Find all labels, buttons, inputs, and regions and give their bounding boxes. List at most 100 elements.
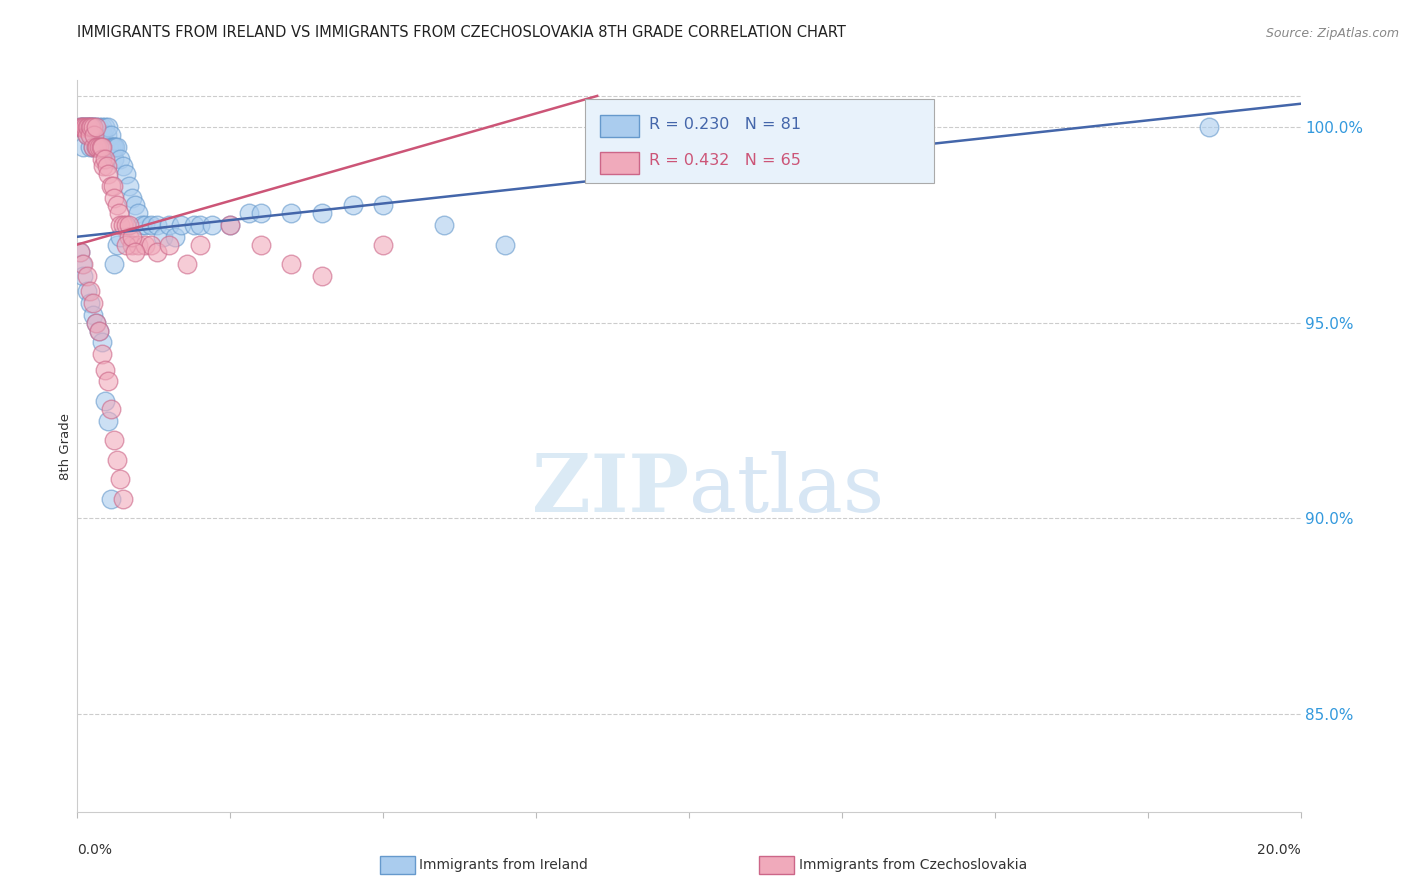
Point — [112, 491, 135, 506]
Point — [79, 296, 101, 310]
Point — [97, 375, 120, 389]
Point — [79, 285, 101, 299]
Text: 20.0%: 20.0% — [1257, 843, 1301, 857]
Point — [124, 245, 146, 260]
Point — [157, 218, 180, 232]
Point — [105, 237, 128, 252]
Point — [188, 237, 211, 252]
Point — [105, 198, 128, 212]
Point — [79, 140, 101, 154]
Point — [170, 218, 193, 232]
Point — [72, 140, 94, 154]
Point — [139, 237, 162, 252]
Point — [84, 316, 107, 330]
Point — [105, 452, 128, 467]
Point — [121, 229, 143, 244]
Point — [72, 268, 94, 283]
Point — [84, 140, 107, 154]
Point — [97, 413, 120, 427]
Point — [69, 245, 91, 260]
Point — [69, 120, 91, 135]
Text: 0.0%: 0.0% — [77, 843, 112, 857]
Point — [84, 120, 107, 135]
Point — [72, 120, 94, 135]
Point — [76, 120, 98, 135]
Point — [72, 257, 94, 271]
Point — [83, 128, 105, 142]
Point — [87, 324, 110, 338]
Point — [82, 120, 104, 135]
Point — [100, 401, 122, 416]
Point — [101, 140, 124, 154]
Point — [165, 229, 187, 244]
Point — [219, 218, 242, 232]
Point — [80, 128, 103, 142]
Point — [108, 218, 131, 232]
Point — [72, 120, 94, 135]
Point — [112, 218, 135, 232]
Point — [118, 229, 141, 244]
Point — [84, 316, 107, 330]
Point — [90, 120, 112, 135]
Point — [115, 167, 138, 181]
Point — [69, 120, 91, 135]
Text: IMMIGRANTS FROM IRELAND VS IMMIGRANTS FROM CZECHOSLOVAKIA 8TH GRADE CORRELATION : IMMIGRANTS FROM IRELAND VS IMMIGRANTS FR… — [77, 25, 846, 40]
Point — [77, 120, 100, 135]
Text: Immigrants from Czechoslovakia: Immigrants from Czechoslovakia — [799, 858, 1026, 872]
Point — [115, 218, 138, 232]
Point — [250, 206, 273, 220]
Point — [280, 257, 302, 271]
Point — [104, 140, 127, 154]
Point — [219, 218, 242, 232]
Point — [121, 191, 143, 205]
Point — [103, 140, 125, 154]
Text: Source: ZipAtlas.com: Source: ZipAtlas.com — [1265, 27, 1399, 40]
Point — [100, 140, 122, 154]
Point — [70, 120, 93, 135]
Point — [76, 285, 98, 299]
Point — [100, 491, 122, 506]
Point — [82, 140, 104, 154]
Point — [1198, 120, 1220, 135]
Point — [82, 296, 104, 310]
Point — [84, 120, 107, 135]
Point — [97, 120, 120, 135]
Point — [108, 472, 131, 486]
Point — [134, 218, 156, 232]
Point — [188, 218, 211, 232]
Point — [96, 128, 118, 142]
Point — [90, 140, 112, 154]
Point — [108, 152, 131, 166]
Point — [280, 206, 302, 220]
Point — [83, 120, 105, 135]
Point — [146, 245, 169, 260]
Point — [76, 128, 98, 142]
Point — [371, 198, 394, 212]
Point — [152, 229, 174, 244]
Point — [495, 237, 517, 252]
Point — [90, 347, 112, 361]
Point — [342, 198, 364, 212]
Point — [115, 237, 138, 252]
Point — [90, 140, 112, 154]
Point — [84, 140, 107, 154]
Point — [82, 308, 104, 322]
Point — [79, 128, 101, 142]
Point — [311, 268, 333, 283]
Point — [96, 159, 118, 173]
Point — [108, 229, 131, 244]
Point — [90, 128, 112, 142]
Point — [86, 140, 108, 154]
Point — [94, 120, 117, 135]
Point — [201, 218, 224, 232]
Text: R = 0.432   N = 65: R = 0.432 N = 65 — [648, 153, 800, 169]
Point — [70, 257, 93, 271]
Point — [94, 140, 117, 154]
Point — [371, 237, 394, 252]
Point — [73, 120, 96, 135]
Point — [94, 152, 117, 166]
Point — [100, 128, 122, 142]
Point — [311, 206, 333, 220]
Point — [118, 178, 141, 193]
Point — [94, 362, 117, 376]
